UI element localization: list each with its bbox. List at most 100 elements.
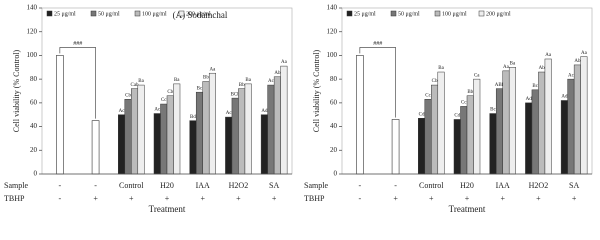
bar [466,95,474,175]
bar-letter: Ad [561,95,568,100]
bar-letter: Ac [154,108,161,113]
y-tick-label: 100 [327,51,338,59]
sample-label: H20 [460,181,474,190]
bar-letter: Bd [190,115,196,120]
sample-label: SA [569,181,579,190]
y-tick-label: 80 [330,75,338,83]
row-name: TBHP [4,194,25,203]
bar-letter: Aa [545,53,552,58]
bar-letter: Cab [131,83,140,88]
bar [202,81,210,175]
legend-label: 25 μg/ml [354,11,376,17]
bar [195,91,203,175]
legend-swatch [46,10,53,17]
bar [137,84,145,175]
significance-label: ### [73,41,82,47]
bar-letter: Aa [581,51,588,56]
legend-swatch [390,10,397,17]
bar-letter: Cc [461,101,467,106]
legend-label: 200 μg/ml [486,11,511,17]
bar-letter: Cd [454,114,460,119]
tbhp-label: - [59,194,62,203]
bar [173,83,181,175]
sample-label: SA [269,181,279,190]
legend-label: 100 μg/ml [442,11,467,17]
bar [560,100,568,175]
tbhp-label: + [129,194,134,203]
bar [225,116,233,175]
bar-letter: Cc [425,93,431,98]
bar [431,84,439,175]
bar [567,78,575,175]
bar-letter: Ab [539,66,546,71]
bar-letter: Ca [474,73,480,78]
y-axis-label: Cell viability (% Control) [12,49,21,132]
bar [437,71,445,175]
bar-letter: Ba [510,61,516,66]
bar-letter: Bb [467,90,473,95]
y-tick-label: 40 [30,122,38,130]
tbhp-label: + [500,194,505,203]
bar [424,99,432,175]
y-tick-label: 100 [27,51,38,59]
bar [525,102,533,175]
row-name: Sample [4,181,28,190]
bar [166,95,174,175]
bar-letter: Bb [203,76,209,81]
bar [267,84,275,175]
bar [131,88,139,175]
legend-swatch [434,10,441,17]
significance-label: ### [373,41,382,47]
sample-label: - [359,181,362,190]
bar-letter: Bc [490,108,496,113]
row-name: Sample [304,181,328,190]
bar [502,70,510,175]
tbhp-label: + [465,194,470,203]
chart-panel: 0 20 40 60 80 100 120 140 Cell viability (% Cont… [4,4,293,214]
significance-bracket [359,47,396,118]
tbhp-label: + [165,194,170,203]
y-tick-label: 140 [27,4,38,12]
bar-letter: Ba [138,79,144,84]
bar [495,88,503,175]
bar [153,113,161,175]
bar-letter: Ba [245,78,251,83]
bar-letter: BCb [231,92,241,97]
tbhp-label: + [200,194,205,203]
bar-letter: Ac [268,79,275,84]
significance-bracket [59,47,96,119]
bar-letter: Bc [197,86,203,91]
bar-letter: Bb [239,83,245,88]
bar [244,83,252,175]
bar-letter: Ab [274,71,281,76]
legend-swatch [178,10,185,17]
sample-label: Control [419,181,444,190]
bar [531,89,539,175]
legend-label: 50 μg/ml [98,11,120,17]
bar-letter: Cc [161,98,167,103]
bar-letter: Ab [574,59,581,64]
bar [238,88,246,175]
tbhp-label: + [93,194,98,203]
control-bar [356,55,364,175]
tbhp-label: + [393,194,398,203]
legend-swatch [90,10,97,17]
bar-letter: Cb [432,79,438,84]
bar-letter: Ac [568,73,575,78]
bar [418,118,426,175]
bar [473,78,481,175]
bar-letter: Ba [174,78,180,83]
legend-label: 100 μg/ml [142,11,167,17]
bar [544,58,552,175]
bar-letter: Aa [210,67,217,72]
bar [260,114,268,175]
bar [124,99,132,175]
bar-letter: Ad [526,97,533,102]
y-tick-label: 120 [327,27,338,35]
y-tick-label: 20 [30,146,38,154]
bar [508,67,516,175]
chart-title: (A) Sodamchal [173,10,228,20]
bar [538,71,546,175]
sample-label: - [59,181,62,190]
